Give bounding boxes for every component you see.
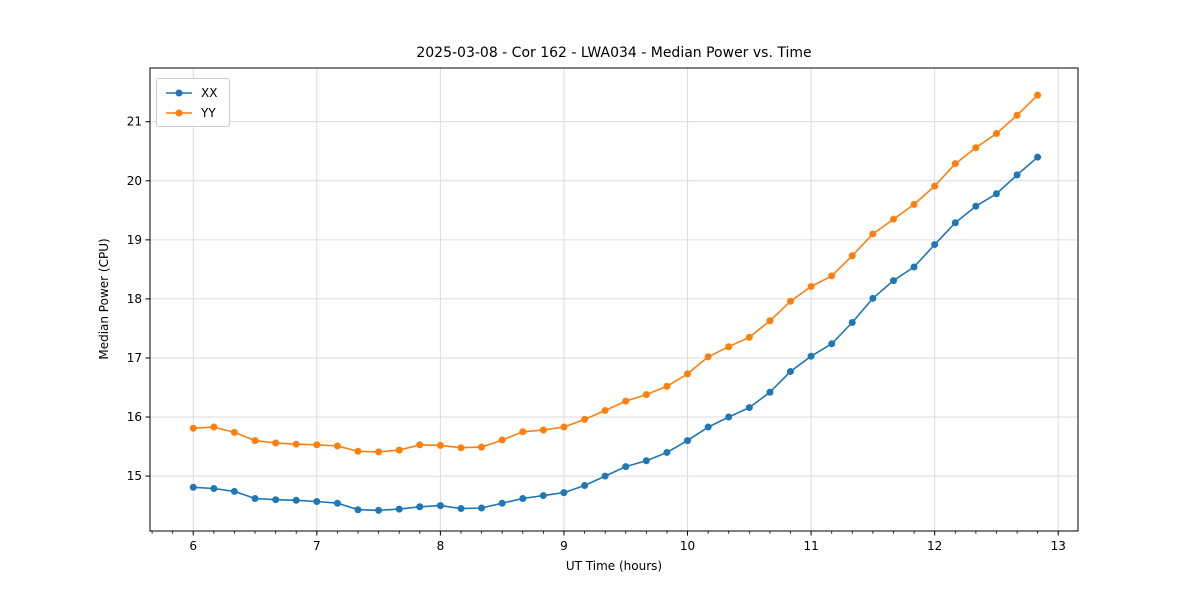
svg-text:8: 8 xyxy=(437,539,445,553)
svg-text:7: 7 xyxy=(313,539,321,553)
svg-text:15: 15 xyxy=(127,469,142,483)
legend-label-yy: YY xyxy=(201,105,216,120)
svg-text:17: 17 xyxy=(127,351,142,365)
legend: XX YY xyxy=(156,78,231,127)
svg-text:21: 21 xyxy=(127,115,142,129)
legend-item-yy: YY xyxy=(165,104,217,121)
svg-text:9: 9 xyxy=(560,539,568,553)
svg-text:12: 12 xyxy=(927,539,942,553)
svg-text:11: 11 xyxy=(803,539,818,553)
svg-text:13: 13 xyxy=(1051,539,1066,553)
y-axis-label: Median Power (CPU) xyxy=(97,238,111,360)
svg-text:19: 19 xyxy=(127,233,142,247)
svg-text:10: 10 xyxy=(680,539,695,553)
legend-line-marker-icon xyxy=(166,89,192,96)
legend-item-xx: XX xyxy=(165,84,217,101)
x-axis-label: UT Time (hours) xyxy=(565,559,663,573)
svg-text:6: 6 xyxy=(189,539,197,553)
chart-title: 2025-03-08 - Cor 162 - LWA034 - Median P… xyxy=(416,45,812,61)
svg-text:16: 16 xyxy=(127,410,142,424)
legend-label-xx: XX xyxy=(201,85,218,100)
svg-text:18: 18 xyxy=(127,292,142,306)
svg-text:20: 20 xyxy=(127,174,142,188)
legend-line-marker-icon xyxy=(166,109,192,116)
